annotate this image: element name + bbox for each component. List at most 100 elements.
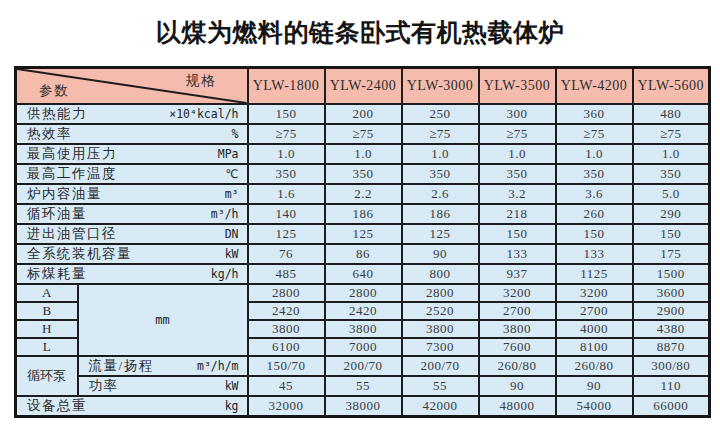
param-cell: 进出油管口径DN xyxy=(16,224,248,244)
value-cell: 350 xyxy=(325,164,402,184)
value-cell: 1.0 xyxy=(479,144,556,164)
value-cell: 2.6 xyxy=(402,184,479,204)
page-title: 以煤为燃料的链条卧式有机热载体炉 xyxy=(0,16,720,49)
value-cell: 150 xyxy=(556,224,633,244)
table-row: 功率kW 45 55 55 90 90 110 xyxy=(16,376,710,396)
value-cell: 175 xyxy=(633,244,710,264)
value-cell: 55 xyxy=(325,376,402,396)
table-row: 最高使用压力MPa 1.0 1.0 1.0 1.0 1.0 1.0 xyxy=(16,144,710,164)
table-row: 循环泵 流量/扬程m³/h/m 150/70 200/70 200/70 260… xyxy=(16,356,710,376)
param-name: 热效率 xyxy=(27,125,72,143)
param-unit: kW xyxy=(225,379,239,393)
value-cell: 3200 xyxy=(556,284,633,302)
value-cell: ≥75 xyxy=(248,124,325,144)
value-cell: 133 xyxy=(479,244,556,264)
param-name: 供热能力 xyxy=(27,105,87,123)
value-cell: 150/70 xyxy=(248,356,325,376)
value-cell: 90 xyxy=(556,376,633,396)
param-cell: 全系统装机容量kW xyxy=(16,244,248,264)
value-cell: 300 xyxy=(479,104,556,124)
table-row: 设备总重kg 32000 38000 42000 48000 54000 660… xyxy=(16,396,710,417)
value-cell: 485 xyxy=(248,264,325,284)
value-cell: 640 xyxy=(325,264,402,284)
model-header: YLW-2400 xyxy=(325,68,402,105)
value-cell: 6100 xyxy=(248,338,325,356)
value-cell: 3.2 xyxy=(479,184,556,204)
value-cell: 2420 xyxy=(325,302,402,320)
header-row: 规格 参数 YLW-1800 YLW-2400 YLW-3000 YLW-350… xyxy=(16,68,710,105)
model-header: YLW-3500 xyxy=(479,68,556,105)
param-unit: % xyxy=(232,127,239,141)
value-cell: ≥75 xyxy=(479,124,556,144)
value-cell: 8100 xyxy=(556,338,633,356)
param-name: 标煤耗量 xyxy=(27,265,87,283)
param-unit: m³ xyxy=(225,187,239,201)
model-header: YLW-3000 xyxy=(402,68,479,105)
value-cell: 38000 xyxy=(325,396,402,417)
table-row: 进出油管口径DN 125 125 125 150 150 150 xyxy=(16,224,710,244)
value-cell: 1.6 xyxy=(248,184,325,204)
value-cell: 937 xyxy=(479,264,556,284)
value-cell: 260 xyxy=(556,204,633,224)
param-name: 循环油量 xyxy=(27,205,87,223)
value-cell: 350 xyxy=(248,164,325,184)
value-cell: 2800 xyxy=(248,284,325,302)
param-name: 设备总重 xyxy=(27,397,87,415)
param-unit: MPa xyxy=(218,147,239,161)
value-cell: 360 xyxy=(556,104,633,124)
value-cell: 1.0 xyxy=(325,144,402,164)
value-cell: 150 xyxy=(248,104,325,124)
param-cell: 炉内容油量m³ xyxy=(16,184,248,204)
param-name: 功率 xyxy=(89,377,119,395)
param-cell: 流量/扬程m³/h/m xyxy=(78,356,248,376)
table-row: 供热能力×10⁴kcal/h 150 200 250 300 360 480 xyxy=(16,104,710,124)
value-cell: 1.0 xyxy=(402,144,479,164)
param-cell: 最高使用压力MPa xyxy=(16,144,248,164)
value-cell: 90 xyxy=(402,244,479,264)
value-cell: 1.0 xyxy=(556,144,633,164)
param-unit: m³/h xyxy=(211,207,239,221)
value-cell: 1125 xyxy=(556,264,633,284)
value-cell: 2800 xyxy=(402,284,479,302)
value-cell: ≥75 xyxy=(556,124,633,144)
value-cell: 7300 xyxy=(402,338,479,356)
value-cell: 800 xyxy=(402,264,479,284)
value-cell: 42000 xyxy=(402,396,479,417)
value-cell: 2.2 xyxy=(325,184,402,204)
value-cell: 290 xyxy=(633,204,710,224)
value-cell: 250 xyxy=(402,104,479,124)
value-cell: 110 xyxy=(633,376,710,396)
value-cell: 3600 xyxy=(633,284,710,302)
dim-label: B xyxy=(16,302,78,320)
value-cell: 200 xyxy=(325,104,402,124)
value-cell: 350 xyxy=(556,164,633,184)
table-row: 最高工作温度℃ 350 350 350 350 350 350 xyxy=(16,164,710,184)
value-cell: 1500 xyxy=(633,264,710,284)
value-cell: 200/70 xyxy=(325,356,402,376)
value-cell: 350 xyxy=(479,164,556,184)
param-cell: 最高工作温度℃ xyxy=(16,164,248,184)
param-cell: 标煤耗量kg/h xyxy=(16,264,248,284)
value-cell: 48000 xyxy=(479,396,556,417)
value-cell: 3800 xyxy=(402,320,479,338)
value-cell: 66000 xyxy=(633,396,710,417)
corner-cell: 规格 参数 xyxy=(16,68,248,105)
value-cell: 90 xyxy=(479,376,556,396)
value-cell: 133 xyxy=(556,244,633,264)
value-cell: 76 xyxy=(248,244,325,264)
value-cell: 1.0 xyxy=(248,144,325,164)
param-name: 流量/扬程 xyxy=(89,357,154,375)
value-cell: 125 xyxy=(402,224,479,244)
value-cell: 125 xyxy=(248,224,325,244)
model-header: YLW-5600 xyxy=(633,68,710,105)
value-cell: 150 xyxy=(479,224,556,244)
table-row: 炉内容油量m³ 1.6 2.2 2.6 3.2 3.6 5.0 xyxy=(16,184,710,204)
value-cell: 186 xyxy=(402,204,479,224)
table-row: 标煤耗量kg/h 485 640 800 937 1125 1500 xyxy=(16,264,710,284)
param-unit: ℃ xyxy=(226,167,239,181)
dim-label: L xyxy=(16,338,78,356)
value-cell: 186 xyxy=(325,204,402,224)
value-cell: 2900 xyxy=(633,302,710,320)
value-cell: 1.0 xyxy=(633,144,710,164)
value-cell: 260/80 xyxy=(556,356,633,376)
